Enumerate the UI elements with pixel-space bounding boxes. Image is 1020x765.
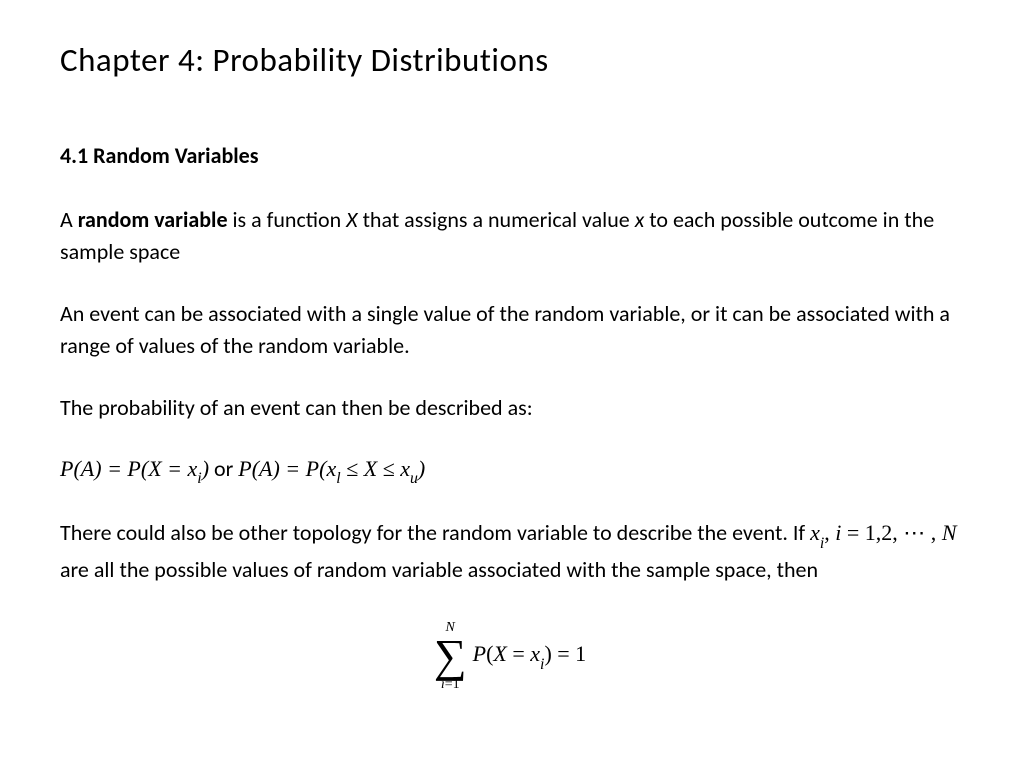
math-eq1: = 1 xyxy=(552,641,586,666)
sigma-lower-limit: i=1 xyxy=(441,678,460,692)
math-rp: ) xyxy=(544,641,551,666)
math-rp: ) xyxy=(418,456,425,481)
math-rp: ) xyxy=(94,456,101,481)
math-A: A xyxy=(259,456,272,481)
equation-probability: P(A) = P(X = xi) or P(A) = P(xl ≤ X ≤ xu… xyxy=(60,454,960,488)
text-fragment: that assigns a numerical value xyxy=(358,206,635,233)
text-fragment: There could also be other topology for t… xyxy=(60,519,810,546)
math-A: A xyxy=(81,456,94,481)
math-rp: ) xyxy=(202,456,209,481)
math-sub-i: i xyxy=(820,535,824,552)
math-P: P xyxy=(306,456,319,481)
math-eq1: =1 xyxy=(445,677,460,692)
math-eq: = xyxy=(507,641,530,666)
math-eq: = xyxy=(102,456,128,481)
math-P: P xyxy=(238,456,251,481)
math-le: ≤ xyxy=(377,456,400,481)
math-N: N xyxy=(942,520,957,545)
math-P: P xyxy=(473,641,486,666)
math-sub-u: u xyxy=(410,470,418,487)
paragraph-topology: There could also be other topology for t… xyxy=(60,517,960,585)
math-X: X xyxy=(493,641,506,666)
term-random-variable: random variable xyxy=(78,206,228,233)
summation: N ∑ i=1 P(X = xi) = 1 xyxy=(434,621,586,692)
math-X: X xyxy=(148,456,161,481)
sigma-block: N ∑ i=1 xyxy=(434,621,467,692)
math-lp: ( xyxy=(252,456,259,481)
math-eq: = xyxy=(162,456,188,481)
text-fragment: is a function xyxy=(228,206,347,233)
math-comma: , xyxy=(824,520,835,545)
math-lp: ( xyxy=(73,456,80,481)
paragraph-probability-described: The probability of an event can then be … xyxy=(60,392,960,424)
summation-body: P(X = xi) = 1 xyxy=(473,639,587,673)
math-range: = 1,2, ⋯ , xyxy=(841,520,941,545)
text-fragment: A xyxy=(60,206,78,233)
math-x: x xyxy=(188,456,198,481)
math-rp: ) xyxy=(272,456,279,481)
sigma-symbol: ∑ xyxy=(434,636,467,675)
math-P: P xyxy=(60,456,73,481)
math-x: x xyxy=(400,456,410,481)
text-fragment: are all the possible values of random va… xyxy=(60,556,818,583)
math-sub-l: l xyxy=(336,470,340,487)
text-or: or xyxy=(209,455,238,482)
equation-sum: N ∑ i=1 P(X = xi) = 1 xyxy=(60,616,960,692)
math-le: ≤ xyxy=(341,456,364,481)
var-x: x xyxy=(635,206,645,233)
math-x: x xyxy=(530,641,540,666)
paragraph-event-association: An event can be associated with a single… xyxy=(60,298,960,362)
chapter-title: Chapter 4: Probability Distributions xyxy=(60,38,960,83)
math-eq: = xyxy=(280,456,306,481)
math-x: x xyxy=(810,520,820,545)
paragraph-definition: A random variable is a function X that a… xyxy=(60,204,960,268)
var-X: X xyxy=(346,206,357,233)
math-sub-i: i xyxy=(197,470,201,487)
math-P: P xyxy=(127,456,140,481)
section-heading: 4.1 Random Variables xyxy=(60,141,960,171)
math-X: X xyxy=(364,456,377,481)
math-x: x xyxy=(326,456,336,481)
math-sub-i: i xyxy=(540,656,544,673)
